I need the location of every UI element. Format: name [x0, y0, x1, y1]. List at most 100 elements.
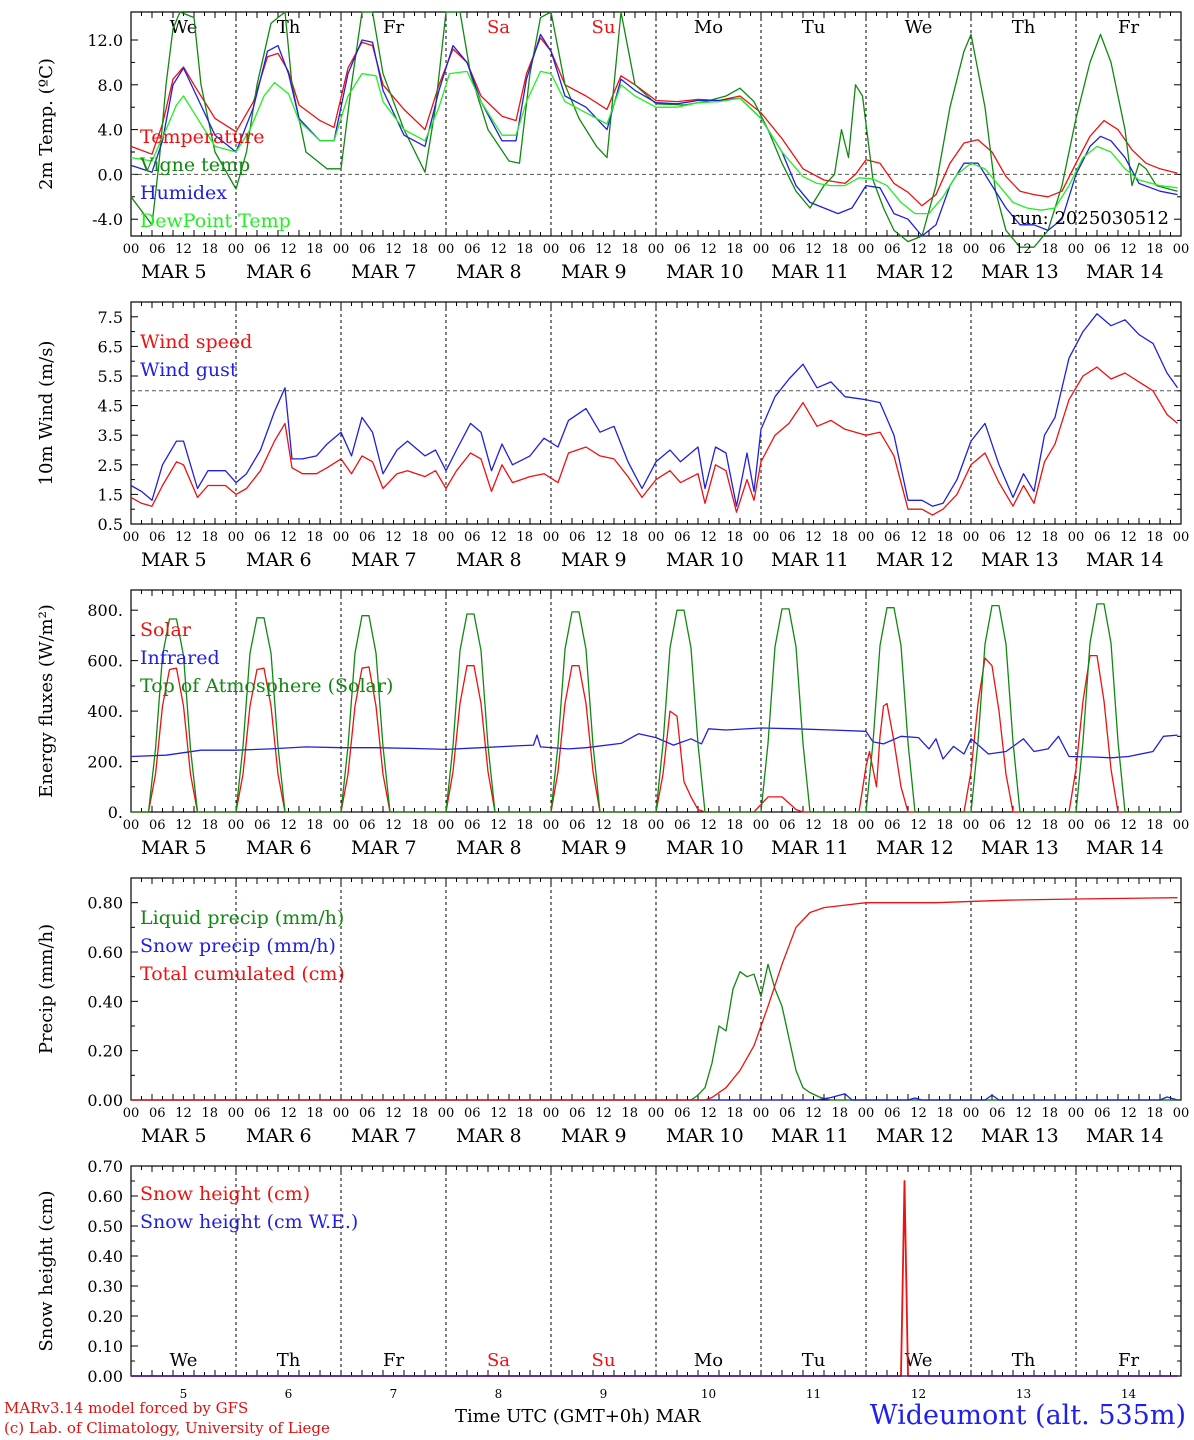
date-label: MAR 13: [981, 261, 1059, 283]
hour-label: 12: [700, 818, 717, 833]
hour-label: 18: [726, 242, 743, 257]
hour-label: 12: [490, 530, 507, 545]
hour-label: 00: [438, 530, 455, 545]
y-tick-label: 0.5: [98, 515, 123, 534]
hour-label: 12: [910, 530, 927, 545]
hour-label: 00: [858, 242, 875, 257]
weekday-label: Fr: [383, 1350, 404, 1371]
legend-entry: DewPoint Temp: [140, 210, 291, 232]
hour-label: 06: [359, 1106, 376, 1121]
hour-label: 00: [1068, 530, 1085, 545]
date-label: MAR 5: [141, 261, 207, 283]
series-line: [130, 727, 1178, 760]
weekday-label: Sa: [487, 1350, 510, 1371]
date-label: MAR 8: [456, 837, 522, 859]
hour-label: 18: [936, 530, 953, 545]
date-label: MAR 9: [561, 837, 627, 859]
hour-label: 00: [858, 1106, 875, 1121]
date-label: MAR 7: [351, 549, 417, 571]
date-label: MAR 12: [876, 549, 954, 571]
y-axis-label: 10m Wind (m/s): [36, 341, 57, 486]
hour-label: 06: [674, 818, 691, 833]
date-label: MAR 12: [876, 837, 954, 859]
hour-label: 18: [726, 1106, 743, 1121]
date-label: MAR 14: [1086, 549, 1164, 571]
y-tick-label: 0.10: [87, 1337, 123, 1356]
date-label: MAR 11: [771, 549, 849, 571]
hour-label: 06: [779, 242, 796, 257]
weekday-label: Fr: [1118, 17, 1139, 38]
hour-label: 18: [516, 530, 533, 545]
date-label: MAR 10: [666, 837, 744, 859]
hour-label: 18: [306, 530, 323, 545]
date-label: MAR 8: [456, 261, 522, 283]
day-number-label: 13: [1016, 1387, 1031, 1401]
y-axis-label: Energy fluxes (W/m²): [36, 604, 57, 798]
hour-label: 12: [805, 1106, 822, 1121]
y-tick-label: 2.5: [98, 456, 123, 475]
hour-label: 18: [201, 242, 218, 257]
hour-label: 18: [1041, 242, 1058, 257]
date-label: MAR 8: [456, 1125, 522, 1147]
series-line: [131, 897, 1178, 1101]
hour-label: 00: [1173, 1106, 1190, 1121]
date-label: MAR 13: [981, 1125, 1059, 1147]
y-tick-label: 0.00: [87, 1091, 123, 1110]
hour-label: 12: [595, 242, 612, 257]
hour-label: 12: [490, 242, 507, 257]
y-tick-label: 400.: [87, 702, 123, 721]
y-tick-label: 8.0: [98, 76, 123, 95]
hour-label: 18: [1146, 530, 1163, 545]
hour-label: 12: [1015, 530, 1032, 545]
series-line: [130, 33, 1178, 237]
hour-label: 06: [884, 818, 901, 833]
day-number-label: 9: [600, 1387, 608, 1401]
weekday-label: Th: [277, 17, 301, 38]
hour-label: 12: [1120, 818, 1137, 833]
legend-entry: Snow precip (mm/h): [140, 935, 336, 957]
y-tick-label: 5.5: [98, 367, 123, 386]
date-label: MAR 6: [246, 261, 312, 283]
hour-label: 06: [569, 242, 586, 257]
hour-label: 18: [726, 530, 743, 545]
date-label: MAR 8: [456, 549, 522, 571]
legend-entry: Infrared: [140, 647, 220, 669]
hour-label: 18: [1041, 1106, 1058, 1121]
hour-label: 12: [175, 818, 192, 833]
hour-label: 00: [123, 242, 140, 257]
weekday-label: Su: [592, 1350, 616, 1371]
hour-label: 06: [359, 818, 376, 833]
hour-label: 18: [936, 1106, 953, 1121]
legend-entry: Liquid precip (mm/h): [140, 907, 344, 929]
weekday-label: Mo: [694, 1350, 723, 1371]
x-axis-title: Time UTC (GMT+0h) MAR: [455, 1406, 701, 1427]
station-title: Wideumont (alt. 535m): [869, 1400, 1186, 1431]
hour-label: 18: [411, 242, 428, 257]
hour-label: 06: [254, 242, 271, 257]
hour-label: 18: [411, 1106, 428, 1121]
hour-label: 00: [543, 818, 560, 833]
hour-label: 06: [359, 530, 376, 545]
hour-label: 12: [280, 242, 297, 257]
hour-label: 00: [648, 530, 665, 545]
date-label: MAR 10: [666, 1125, 744, 1147]
legend-entry: Snow height (cm): [140, 1183, 310, 1205]
hour-label: 00: [963, 1106, 980, 1121]
date-label: MAR 11: [771, 261, 849, 283]
hour-label: 06: [254, 1106, 271, 1121]
date-label: MAR 10: [666, 549, 744, 571]
legend-entry: Total cumulated (cm): [140, 963, 345, 985]
weekday-label: Fr: [1118, 1350, 1139, 1371]
hour-label: 12: [1015, 242, 1032, 257]
weekday-label: Sa: [487, 17, 510, 38]
weekday-label: We: [170, 1350, 198, 1371]
hour-label: 06: [149, 818, 166, 833]
hour-label: 18: [516, 818, 533, 833]
series-line: [131, 603, 1178, 813]
hour-label: 06: [1094, 1106, 1111, 1121]
date-label: MAR 12: [876, 261, 954, 283]
hour-label: 12: [910, 1106, 927, 1121]
weekday-label: Mo: [694, 17, 723, 38]
y-tick-label: 0.70: [87, 1157, 123, 1176]
run-annotation: run: 2025030512: [1011, 208, 1169, 229]
